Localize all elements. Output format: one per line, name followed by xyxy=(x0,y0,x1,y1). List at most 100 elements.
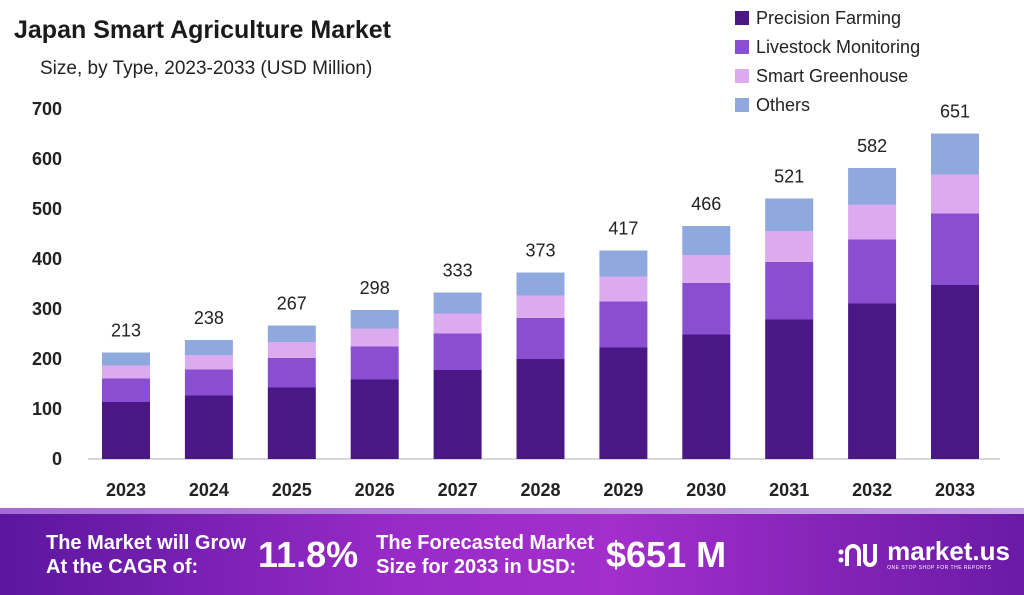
x-tick-label: 2028 xyxy=(520,480,560,500)
bar-segment-others xyxy=(682,226,731,255)
bar-segment-smart-greenhouse xyxy=(350,328,399,347)
bar-total-label: 417 xyxy=(608,219,638,239)
market-us-logo-icon xyxy=(838,543,878,567)
bar-segment-smart-greenhouse xyxy=(599,276,648,302)
y-tick-label: 600 xyxy=(32,149,62,169)
bar-segment-livestock-monitoring xyxy=(931,213,979,285)
bar-segment-precision-farming xyxy=(599,347,648,459)
legend-swatch xyxy=(735,40,749,54)
bar-segment-livestock-monitoring xyxy=(433,333,482,370)
cagr-label: The Market will Grow At the CAGR of: xyxy=(46,531,246,579)
bar-segment-others xyxy=(102,352,150,366)
bar-segment-precision-farming xyxy=(765,319,814,459)
x-tick-label: 2027 xyxy=(438,480,478,500)
legend-swatch xyxy=(735,69,749,83)
brand-tagline: ONE STOP SHOP FOR THE REPORTS xyxy=(887,565,992,571)
bar-segment-precision-farming xyxy=(516,359,565,459)
bar-segment-livestock-monitoring xyxy=(848,239,897,304)
bar-segment-smart-greenhouse xyxy=(765,231,814,262)
cagr-value: 11.8% xyxy=(258,533,359,575)
legend-label: Precision Farming xyxy=(756,8,901,28)
x-tick-label: 2025 xyxy=(272,480,312,500)
bar-total-label: 521 xyxy=(774,167,804,187)
stacked-bar-chart: Japan Smart Agriculture Market Size, by … xyxy=(14,8,1000,500)
x-tick-label: 2026 xyxy=(355,480,395,500)
legend-swatch xyxy=(735,11,749,25)
bar-total-label: 373 xyxy=(525,241,555,261)
bar-segment-smart-greenhouse xyxy=(931,174,979,214)
divider xyxy=(0,508,1024,514)
legend-swatch xyxy=(735,98,749,112)
legend-label: Livestock Monitoring xyxy=(756,37,920,57)
cagr-label-line2: At the CAGR of: xyxy=(46,555,199,578)
bar-total-label: 238 xyxy=(194,308,224,328)
bar-segment-precision-farming xyxy=(350,379,399,459)
brand-logo: market.us ONE STOP SHOP FOR THE REPORTS xyxy=(837,537,1010,572)
bar-total-label: 582 xyxy=(857,136,887,156)
y-tick-label: 100 xyxy=(32,399,62,419)
bar-segment-livestock-monitoring xyxy=(102,378,150,402)
y-axis: 0 100 200 300 400 500 600 700 xyxy=(32,99,62,469)
bar-segment-smart-greenhouse xyxy=(848,204,897,240)
bar-segment-others xyxy=(433,292,482,314)
x-tick-label: 2023 xyxy=(106,480,146,500)
bar-segment-precision-farming xyxy=(184,395,233,459)
x-tick-label: 2024 xyxy=(189,480,229,500)
bar-total-label: 213 xyxy=(111,321,141,341)
forecast-label-line2: Size for 2033 in USD: xyxy=(376,555,577,578)
y-tick-label: 300 xyxy=(32,299,62,319)
summary-banner: The Market will Grow At the CAGR of: 11.… xyxy=(0,514,1024,595)
bar-segment-smart-greenhouse xyxy=(102,365,150,379)
bar-total-label: 333 xyxy=(443,261,473,281)
x-tick-label: 2031 xyxy=(769,480,809,500)
bar-total-label: 298 xyxy=(360,278,390,298)
bar-segment-smart-greenhouse xyxy=(267,342,316,358)
bar-segment-others xyxy=(599,250,648,277)
bar-segment-others xyxy=(267,325,316,342)
bar-segment-precision-farming xyxy=(102,402,150,459)
y-tick-label: 200 xyxy=(32,349,62,369)
bar-segment-smart-greenhouse xyxy=(433,313,482,334)
cagr-label-line1: The Market will Grow xyxy=(46,531,247,554)
x-tick-label: 2032 xyxy=(852,480,892,500)
bar-total-label: 267 xyxy=(277,294,307,314)
bar-segment-livestock-monitoring xyxy=(184,369,233,396)
bar-segment-smart-greenhouse xyxy=(682,255,731,283)
bar-segment-others xyxy=(516,272,565,296)
forecast-label-line1: The Forecasted Market xyxy=(376,531,594,554)
legend: Precision Farming Livestock Monitoring Sma… xyxy=(735,8,920,115)
bar-segment-precision-farming xyxy=(682,334,731,459)
bar-segment-livestock-monitoring xyxy=(516,318,565,359)
x-tick-label: 2030 xyxy=(686,480,726,500)
bar-segment-others xyxy=(848,168,897,205)
bar-segment-precision-farming xyxy=(433,370,482,459)
y-tick-label: 700 xyxy=(32,99,62,119)
brand-text: market.us ONE STOP SHOP FOR THE REPORTS xyxy=(887,537,1010,572)
bar-segment-livestock-monitoring xyxy=(682,283,731,335)
bar-segment-livestock-monitoring xyxy=(350,346,399,380)
bar-segment-others xyxy=(931,133,979,175)
bar-segment-precision-farming xyxy=(848,303,897,459)
bar-total-label: 466 xyxy=(691,194,721,214)
x-tick-label: 2029 xyxy=(603,480,643,500)
chart-title: Japan Smart Agriculture Market xyxy=(14,16,392,44)
bars: 213 238 267 298 333 373 417 466 521 582 651 xyxy=(102,102,979,459)
y-tick-label: 400 xyxy=(32,249,62,269)
bar-segment-smart-greenhouse xyxy=(184,355,233,370)
bar-segment-precision-farming xyxy=(267,387,316,459)
forecast-label: The Forecasted Market Size for 2033 in U… xyxy=(376,531,594,579)
y-tick-label: 0 xyxy=(52,449,62,469)
legend-label: Smart Greenhouse xyxy=(756,66,908,86)
bar-segment-others xyxy=(765,198,814,231)
bar-segment-livestock-monitoring xyxy=(765,262,814,320)
bar-segment-others xyxy=(350,310,399,329)
bar-segment-livestock-monitoring xyxy=(599,301,648,348)
x-axis: 2023 2024 2025 2026 2027 2028 2029 2030 2031 2032… xyxy=(106,480,975,500)
legend-label: Others xyxy=(756,95,810,115)
brand-name: market.us xyxy=(887,536,1010,566)
x-tick-label: 2033 xyxy=(935,480,975,500)
forecast-value: $651 M xyxy=(606,533,727,575)
y-tick-label: 500 xyxy=(32,199,62,219)
chart-subtitle: Size, by Type, 2023-2033 (USD Million) xyxy=(40,58,372,79)
bar-segment-precision-farming xyxy=(931,285,979,459)
